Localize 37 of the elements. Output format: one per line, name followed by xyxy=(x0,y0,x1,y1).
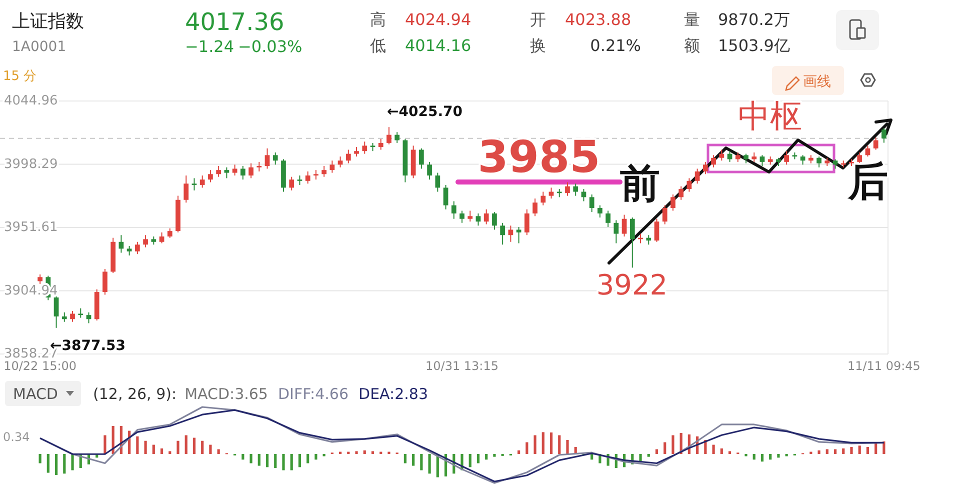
text: −0.03% xyxy=(238,37,302,56)
text: 15 分 xyxy=(3,69,37,84)
chart-subtitle: (12, 26, 9): xyxy=(93,385,177,403)
text: 4017.36 xyxy=(185,8,284,36)
x-tick-label: 10/22 15:00 xyxy=(4,359,77,373)
text: 4014.16 xyxy=(405,36,472,55)
text: −1.24 xyxy=(185,37,234,56)
text: 换 xyxy=(530,36,546,55)
text: 上证指数 xyxy=(12,11,84,32)
annotation: 后 xyxy=(847,158,888,205)
text: 4023.88 xyxy=(565,10,632,29)
annotation: 0.34 xyxy=(3,430,30,444)
annotation: 前 xyxy=(620,160,660,207)
text: DEA:2.83 xyxy=(358,385,428,403)
text: 画线 xyxy=(803,74,831,90)
text: MACD:3.65 xyxy=(184,385,268,403)
text: 9870.2万 xyxy=(718,10,790,29)
x-tick-label: 10/31 13:15 xyxy=(426,359,498,373)
x-tick-label: 11/11 09:45 xyxy=(847,359,920,373)
text: 4024.94 xyxy=(405,10,472,29)
text: 1503.9亿 xyxy=(718,36,790,55)
y-tick-label: 3951.61 xyxy=(4,220,58,236)
text: 0.21% xyxy=(590,36,641,55)
annotation: 3922 xyxy=(596,268,668,302)
y-tick-label: 4044.96 xyxy=(4,94,58,109)
text: 低 xyxy=(370,36,386,55)
text: 量 xyxy=(684,10,700,29)
text: 额 xyxy=(684,36,700,55)
chart-title: MACD xyxy=(13,385,58,403)
text: 1A0001 xyxy=(12,39,66,55)
annotation: ←4025.70 xyxy=(387,104,463,120)
y-tick-label: 3998.29 xyxy=(4,156,58,172)
text: 开 xyxy=(530,10,546,29)
series-label: DIFF:4.66 xyxy=(278,385,349,403)
text: 高 xyxy=(370,10,386,29)
annotation: 中枢 xyxy=(738,96,802,135)
annotation: 3985 xyxy=(478,132,600,184)
